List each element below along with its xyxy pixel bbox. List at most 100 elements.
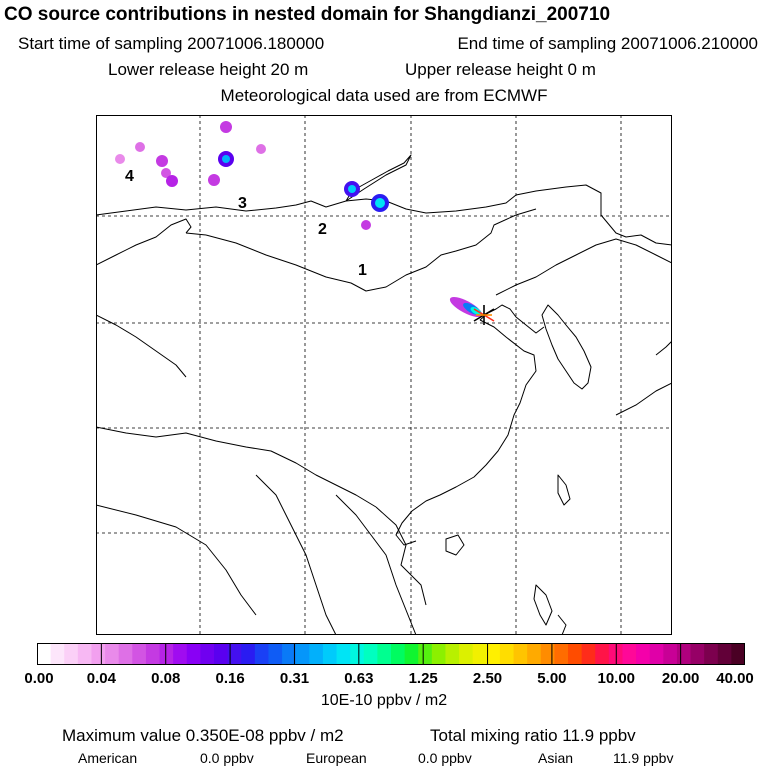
colorbar-swatch bbox=[704, 643, 719, 665]
colorbar-tick-label: 0.31 bbox=[279, 670, 310, 687]
release-height-row: Lower release height 20 m Upper release … bbox=[108, 60, 596, 80]
colorbar-swatch bbox=[241, 643, 256, 665]
colorbar-swatch bbox=[554, 643, 569, 665]
plume-blob bbox=[375, 198, 385, 208]
colorbar-tick-label: 2.50 bbox=[472, 670, 503, 687]
colorbar-swatch bbox=[486, 643, 501, 665]
asian-value: 11.9 ppbv bbox=[613, 750, 674, 766]
colorbar-tick-label: 40.00 bbox=[716, 670, 754, 687]
colorbar-swatch bbox=[731, 643, 746, 665]
plume-blob bbox=[166, 175, 178, 187]
plume-blob bbox=[256, 144, 266, 154]
sampling-time-row: Start time of sampling 20071006.180000 E… bbox=[18, 34, 758, 54]
plume-blob bbox=[161, 168, 171, 178]
receptor-site-icon bbox=[473, 305, 495, 325]
region-label-2: 2 bbox=[318, 221, 327, 238]
colorbar-tick-label: 1.25 bbox=[408, 670, 438, 687]
coastline bbox=[557, 614, 567, 635]
colorbar-swatch bbox=[214, 643, 229, 665]
colorbar-swatch bbox=[513, 643, 528, 665]
colorbar-swatch bbox=[581, 643, 596, 665]
colorbar-swatch bbox=[350, 643, 365, 665]
colorbar-swatch bbox=[186, 643, 201, 665]
plume-blob bbox=[222, 155, 230, 163]
colorbar-swatch bbox=[690, 643, 705, 665]
colorbar-swatch bbox=[268, 643, 283, 665]
colorbar-swatch bbox=[622, 643, 637, 665]
coastline bbox=[615, 382, 672, 416]
colorbar-svg bbox=[37, 643, 746, 665]
colorbar-swatch bbox=[77, 643, 93, 665]
colorbar-swatch bbox=[254, 643, 270, 665]
colorbar-swatch bbox=[363, 643, 378, 665]
coastline bbox=[533, 584, 553, 626]
concentration-field bbox=[115, 121, 483, 317]
colorbar-swatch bbox=[404, 643, 419, 665]
met-data-label: Meteorological data used are from ECMWF bbox=[220, 86, 548, 105]
coastline bbox=[445, 534, 465, 556]
plume-blob bbox=[135, 142, 145, 152]
colorbar-swatch bbox=[132, 643, 147, 665]
colorbar-swatch bbox=[445, 643, 460, 665]
border-line bbox=[96, 184, 672, 246]
colorbar-swatch bbox=[37, 643, 52, 665]
colorbar-swatch bbox=[173, 643, 188, 665]
colorbar-swatch bbox=[91, 643, 106, 665]
colorbar-swatch bbox=[282, 643, 297, 665]
border-line bbox=[96, 218, 192, 266]
colorbar-swatch bbox=[227, 643, 242, 665]
coastline bbox=[655, 340, 672, 356]
asian-label: Asian bbox=[538, 750, 574, 766]
map-svg: 1 2 3 4 bbox=[96, 115, 672, 635]
colorbar-tick-label: 0.04 bbox=[86, 670, 116, 687]
colorbar-swatch bbox=[472, 643, 487, 665]
colorbar-swatch bbox=[717, 643, 732, 665]
plot-title: CO source contributions in nested domain… bbox=[4, 4, 611, 25]
american-label: American bbox=[78, 750, 138, 766]
european-label: European bbox=[306, 750, 367, 766]
region-label-3: 3 bbox=[238, 195, 247, 212]
colorbar-swatch bbox=[159, 643, 174, 665]
map-panel: 1 2 3 4 bbox=[96, 115, 672, 635]
european-value: 0.0 ppbv bbox=[418, 750, 472, 766]
border-line bbox=[335, 494, 417, 635]
border-line bbox=[495, 238, 672, 296]
plume-blob bbox=[208, 174, 220, 186]
colorbar-tick-label: 20.00 bbox=[661, 670, 700, 687]
colorbar-tick-label: 0.00 bbox=[24, 670, 54, 687]
map-frame bbox=[96, 115, 672, 635]
border-line bbox=[96, 426, 377, 508]
coastline bbox=[541, 304, 592, 390]
colorbar-tick-label: 0.08 bbox=[151, 670, 181, 687]
region-label-4: 4 bbox=[125, 168, 134, 185]
colorbar-swatch bbox=[118, 643, 133, 665]
colorbar-swatch bbox=[309, 643, 324, 665]
colorbar-tick-label: 0.16 bbox=[215, 670, 245, 687]
plume-blob bbox=[115, 154, 125, 164]
maximum-value-label: Maximum value 0.350E-08 ppbv / m2 bbox=[62, 726, 344, 745]
upper-release-label: Upper release height 0 m bbox=[405, 60, 596, 79]
colorbar-swatch bbox=[636, 643, 651, 665]
border-line bbox=[96, 314, 187, 378]
plume-blob bbox=[348, 185, 356, 193]
colorbar-swatch bbox=[377, 643, 392, 665]
total-mixing-ratio-label: Total mixing ratio 11.9 ppbv bbox=[430, 726, 636, 745]
colorbar-unit: 10E-10 ppbv / m2 bbox=[320, 692, 448, 709]
colorbar bbox=[37, 643, 746, 665]
start-time-label: Start time of sampling 20071006.180000 bbox=[18, 34, 325, 53]
colorbar-swatch bbox=[676, 643, 692, 665]
american-value: 0.0 ppbv bbox=[200, 750, 254, 766]
colorbar-swatch bbox=[105, 643, 120, 665]
lat-lon-grid bbox=[96, 115, 672, 635]
colorbar-swatch bbox=[649, 643, 664, 665]
colorbar-swatch bbox=[295, 643, 310, 665]
lake-outline bbox=[345, 154, 412, 202]
coastline bbox=[375, 506, 427, 606]
colorbar-tick-label: 10.00 bbox=[597, 670, 636, 687]
colorbar-tick-label: 5.00 bbox=[537, 670, 567, 687]
colorbar-swatch bbox=[145, 643, 161, 665]
region-labels: 1 2 3 4 bbox=[125, 168, 367, 279]
plume-blob bbox=[156, 155, 168, 167]
coastline bbox=[96, 504, 257, 616]
end-time-label: End time of sampling 20071006.210000 bbox=[457, 34, 758, 53]
